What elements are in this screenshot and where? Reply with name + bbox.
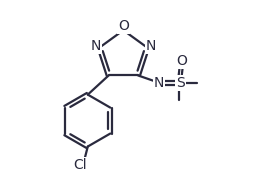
Text: N: N [91, 39, 101, 53]
Text: O: O [176, 54, 187, 68]
Text: Cl: Cl [73, 158, 87, 172]
Text: N: N [146, 39, 156, 53]
Text: N: N [154, 75, 164, 90]
Text: O: O [118, 19, 129, 33]
Text: S: S [176, 76, 185, 90]
